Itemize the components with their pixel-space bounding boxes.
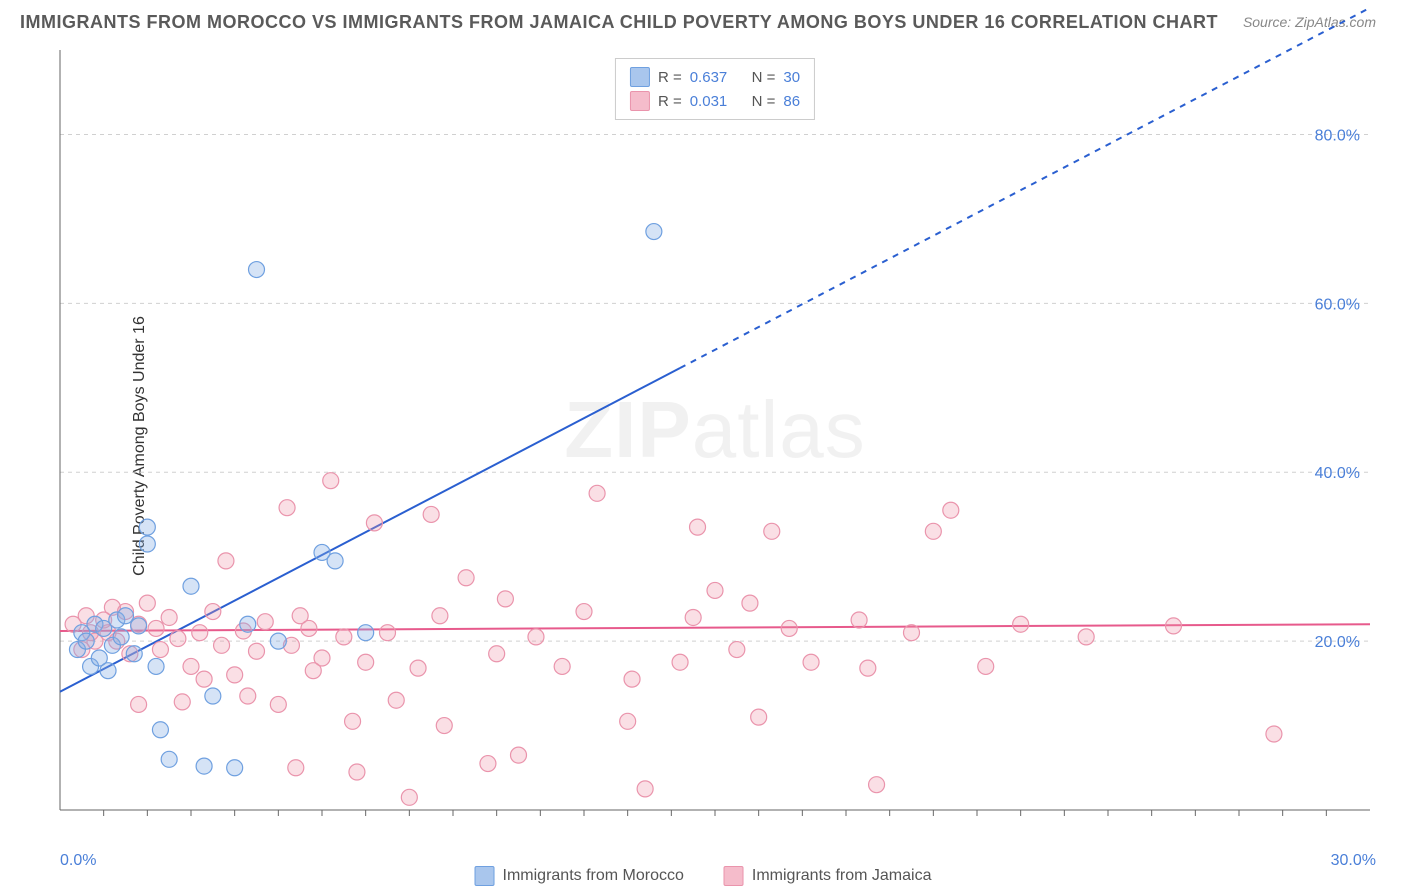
svg-text:80.0%: 80.0% — [1315, 127, 1360, 144]
svg-text:20.0%: 20.0% — [1315, 634, 1360, 651]
series-legend: Immigrants from Morocco Immigrants from … — [475, 866, 932, 886]
legend-label-morocco: Immigrants from Morocco — [503, 867, 684, 885]
x-tick-max: 30.0% — [1331, 852, 1376, 870]
source-label: Source: — [1243, 14, 1291, 30]
n-label: N = — [752, 69, 776, 86]
chart-title: IMMIGRANTS FROM MOROCCO VS IMMIGRANTS FR… — [20, 12, 1218, 33]
svg-text:60.0%: 60.0% — [1315, 296, 1360, 313]
plot-area: ZIPatlas 20.0%40.0%60.0%80.0% R = 0.637 … — [60, 50, 1370, 810]
r-value-morocco: 0.637 — [690, 69, 728, 86]
swatch-morocco — [475, 866, 495, 886]
legend-row-morocco: R = 0.637 N = 30 — [630, 65, 800, 89]
r-label: R = — [658, 93, 682, 110]
swatch-jamaica — [724, 866, 744, 886]
n-value-jamaica: 86 — [783, 93, 800, 110]
n-label: N = — [752, 93, 776, 110]
source-value: ZipAtlas.com — [1295, 14, 1376, 30]
swatch-morocco — [630, 67, 650, 87]
legend-item-morocco: Immigrants from Morocco — [475, 866, 684, 886]
legend-item-jamaica: Immigrants from Jamaica — [724, 866, 932, 886]
svg-text:40.0%: 40.0% — [1315, 465, 1360, 482]
legend-label-jamaica: Immigrants from Jamaica — [752, 867, 932, 885]
scatter-chart: 20.0% 40.0% 60.0% 80.0% — [60, 50, 1370, 810]
n-value-morocco: 30 — [783, 69, 800, 86]
r-label: R = — [658, 69, 682, 86]
x-tick-min: 0.0% — [60, 852, 96, 870]
r-value-jamaica: 0.031 — [690, 93, 728, 110]
swatch-jamaica — [630, 91, 650, 111]
correlation-legend: R = 0.637 N = 30 R = 0.031 N = 86 — [615, 58, 815, 120]
legend-row-jamaica: R = 0.031 N = 86 — [630, 89, 800, 113]
source-attribution: Source: ZipAtlas.com — [1243, 14, 1376, 30]
